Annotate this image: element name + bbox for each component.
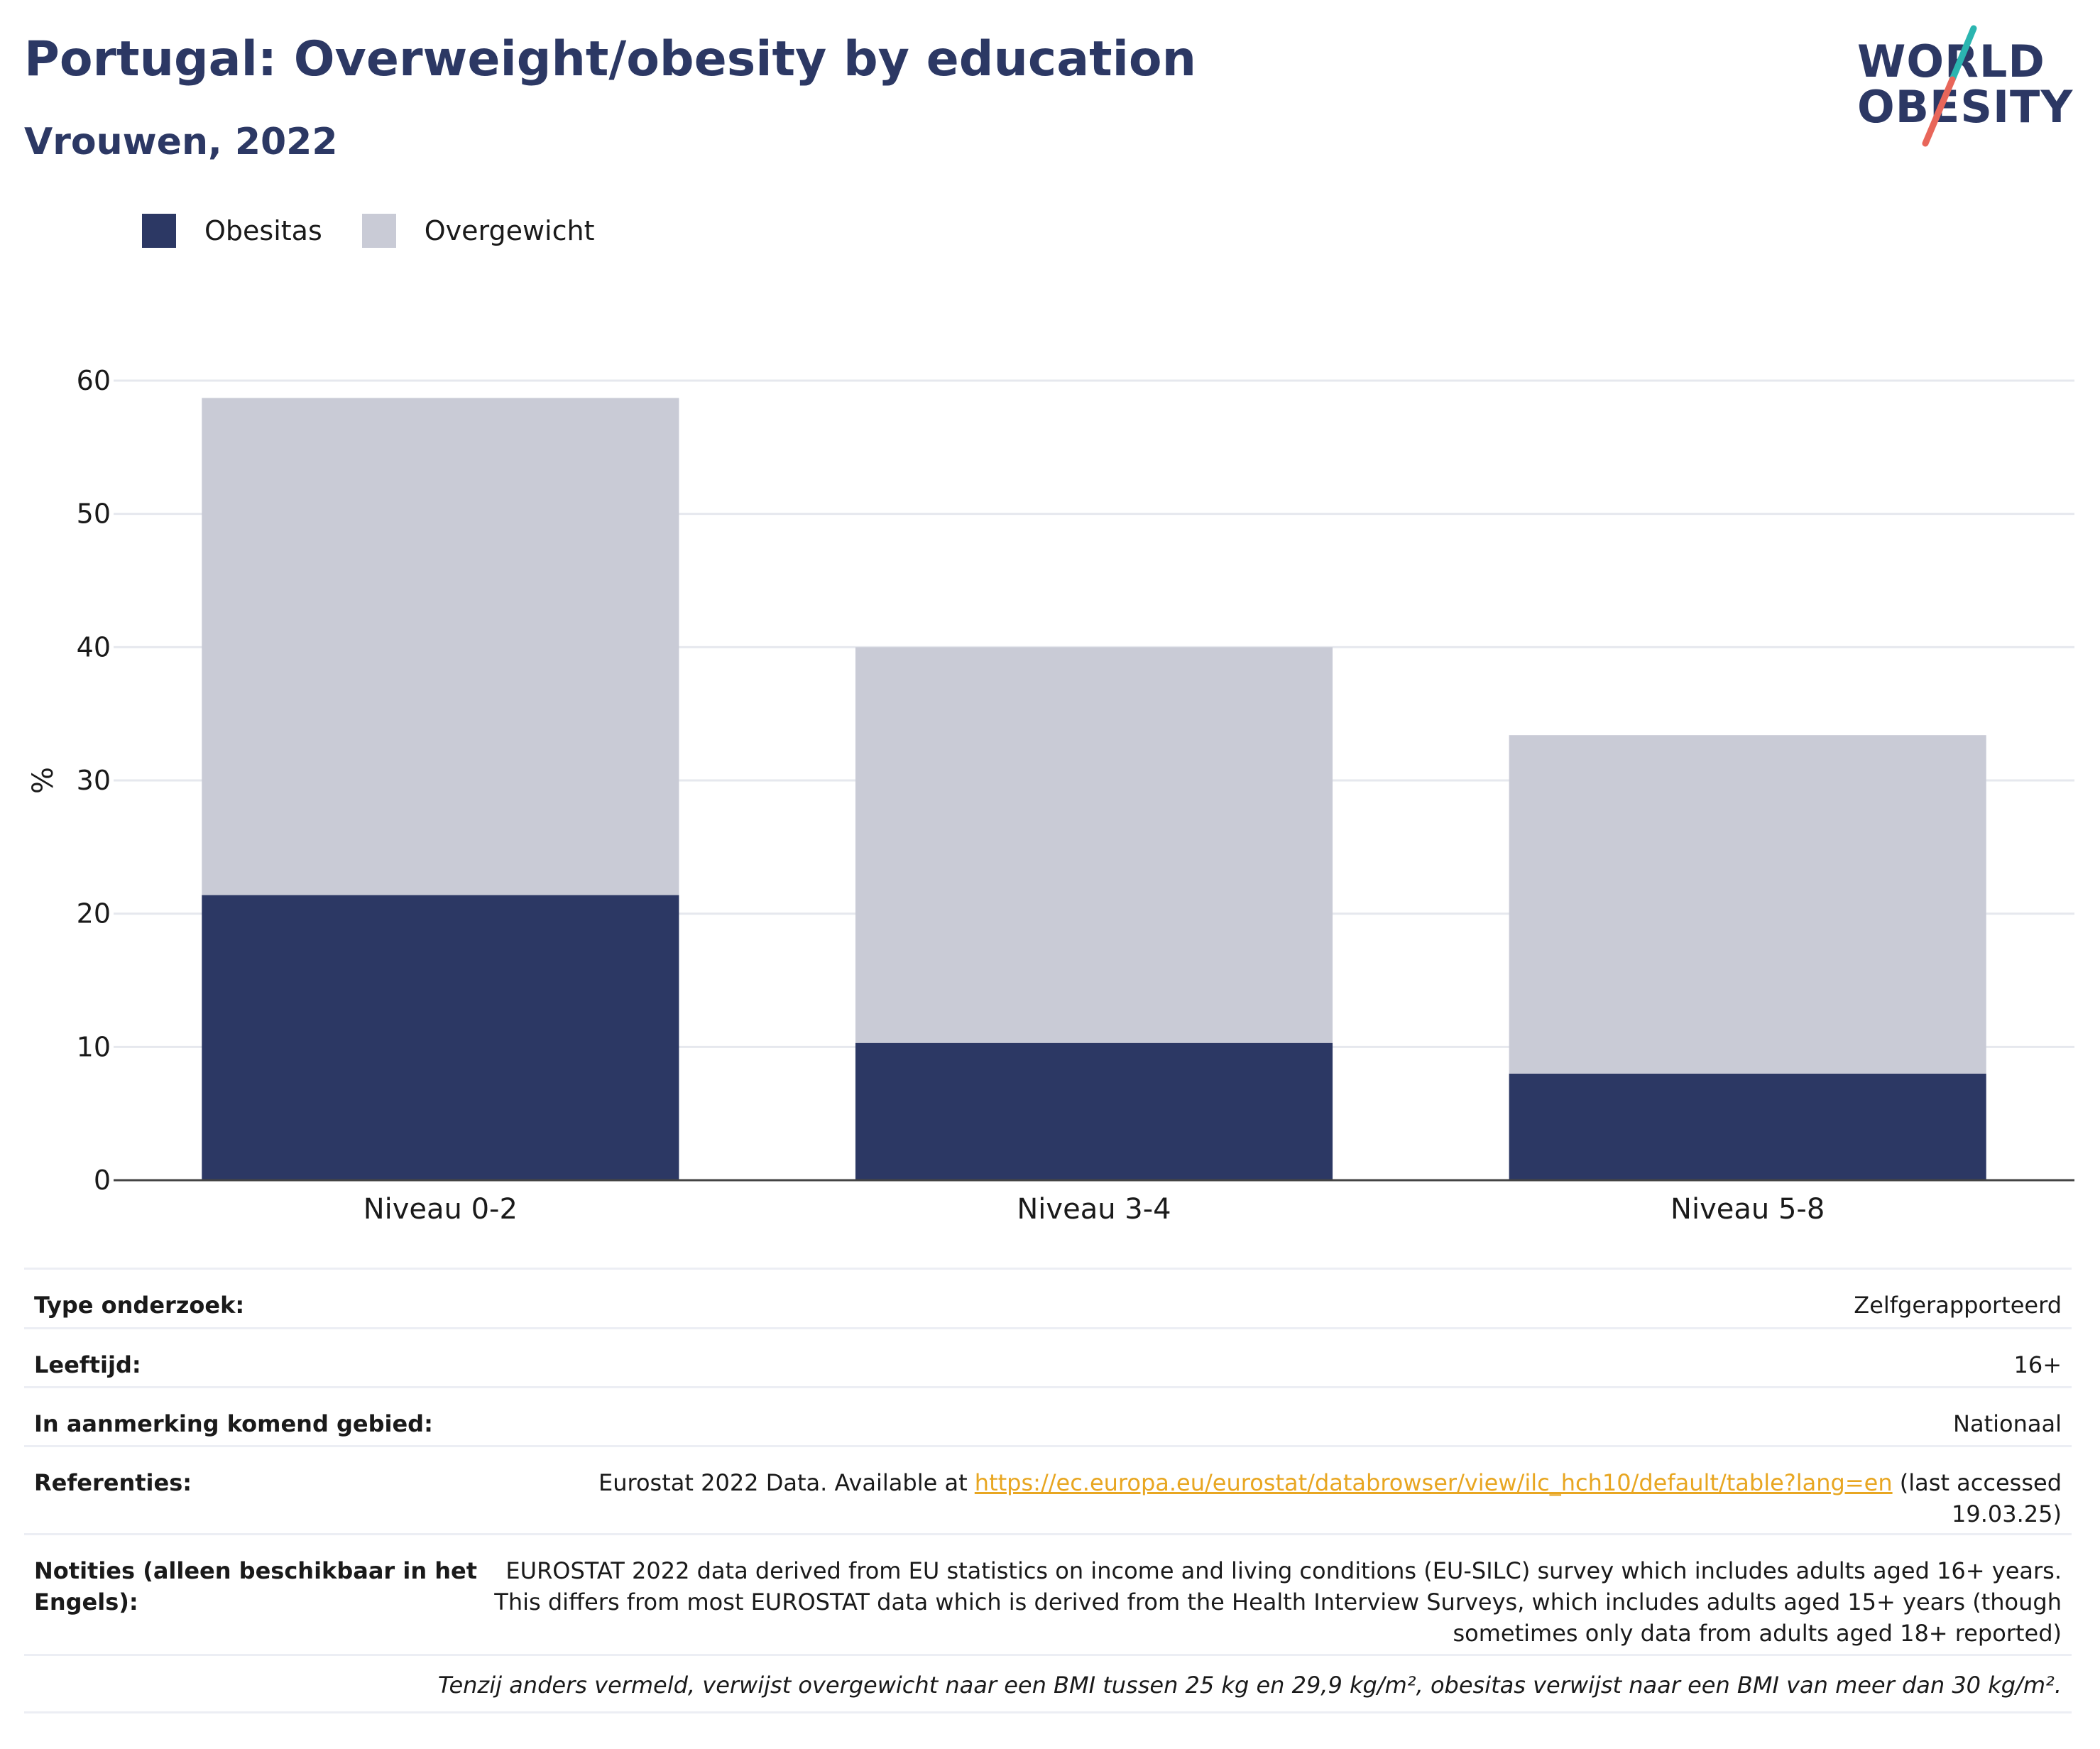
info-row-age: Leeftijd: 16+ bbox=[24, 1329, 2072, 1388]
y-tick-label: 30 bbox=[77, 765, 111, 796]
legend-swatch-obesitas bbox=[142, 214, 176, 248]
info-row-references: Referenties: Eurostat 2022 Data. Availab… bbox=[24, 1447, 2072, 1535]
legend-label-obesitas: Obesitas bbox=[204, 215, 322, 246]
y-axis-label: % bbox=[27, 767, 60, 794]
logo-slash-icon bbox=[1922, 25, 1977, 147]
info-value: EUROSTAT 2022 data derived from EU stati… bbox=[494, 1557, 2062, 1647]
x-tick-label: Niveau 3-4 bbox=[1017, 1193, 1171, 1226]
footnote: Tenzij anders vermeld, verwijst overgewi… bbox=[24, 1656, 2072, 1713]
info-key: Notities (alleen beschikbaar in het Enge… bbox=[34, 1557, 478, 1615]
bar-overgewicht bbox=[202, 398, 679, 895]
bar-obesitas bbox=[1509, 1073, 1986, 1180]
info-value: Nationaal bbox=[1953, 1410, 2062, 1437]
logo-line-2: OBESITY bbox=[1857, 81, 2074, 133]
info-row-survey-type: Type onderzoek: Zelfgerapporteerd bbox=[24, 1270, 2072, 1329]
reference-prefix: Eurostat 2022 Data. Available at bbox=[598, 1469, 975, 1496]
legend-item-overgewicht[interactable]: Overgewicht bbox=[361, 214, 595, 248]
reference-link[interactable]: https://ec.europa.eu/eurostat/databrowse… bbox=[974, 1469, 1893, 1496]
y-tick-label: 0 bbox=[94, 1165, 111, 1196]
y-tick-label: 10 bbox=[77, 1031, 111, 1062]
y-tick-label: 50 bbox=[77, 498, 111, 530]
bar-overgewicht bbox=[855, 647, 1333, 1043]
y-tick-label: 60 bbox=[77, 365, 111, 396]
info-value: Zelfgerapporteerd bbox=[1854, 1292, 2062, 1319]
info-key: Leeftijd: bbox=[34, 1351, 141, 1378]
legend-item-obesitas[interactable]: Obesitas bbox=[142, 214, 322, 248]
info-value: Eurostat 2022 Data. Available at https:/… bbox=[488, 1467, 2062, 1530]
bar-obesitas bbox=[202, 895, 679, 1180]
info-row-notes: Notities (alleen beschikbaar in het Enge… bbox=[24, 1535, 2072, 1656]
world-obesity-logo: WORLD OBESITY bbox=[1846, 21, 2080, 149]
info-value: 16+ bbox=[2013, 1351, 2062, 1378]
page-title: Portugal: Overweight/obesity by educatio… bbox=[24, 31, 1197, 87]
chart-legend: Obesitas Overgewicht bbox=[142, 213, 635, 249]
info-row-area: In aanmerking komend gebied: Nationaal bbox=[24, 1388, 2072, 1447]
y-tick-label: 40 bbox=[77, 631, 111, 663]
page-subtitle: Vrouwen, 2022 bbox=[24, 121, 338, 163]
info-table: Type onderzoek: Zelfgerapporteerd Leefti… bbox=[24, 1268, 2072, 1713]
y-tick-label: 20 bbox=[77, 898, 111, 930]
info-key: Referenties: bbox=[34, 1469, 192, 1496]
bar-obesitas bbox=[855, 1042, 1333, 1180]
legend-label-overgewicht: Overgewicht bbox=[424, 215, 595, 246]
info-key: Type onderzoek: bbox=[34, 1292, 245, 1319]
bar-overgewicht bbox=[1509, 735, 1986, 1074]
legend-swatch-overgewicht bbox=[361, 214, 396, 248]
x-tick-label: Niveau 0-2 bbox=[363, 1193, 518, 1226]
x-tick-label: Niveau 5-8 bbox=[1670, 1193, 1825, 1226]
bar-chart: 0 10 20 30 40 50 60% Niveau 0-2 Niveau 3-4 Niveau… bbox=[27, 365, 2074, 1226]
info-key: In aanmerking komend gebied: bbox=[34, 1410, 433, 1437]
reference-suffix: (last accessed 19.03.25) bbox=[1892, 1469, 2062, 1527]
